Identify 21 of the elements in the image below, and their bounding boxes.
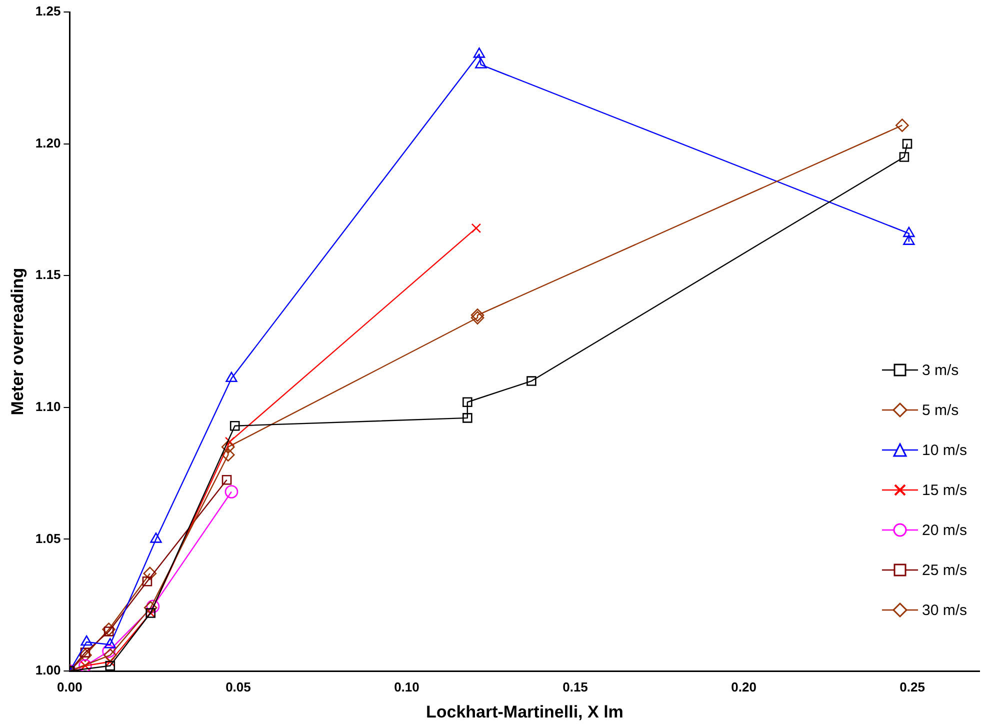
y-tick-label: 1.05 <box>35 530 61 546</box>
legend-label: 15 m/s <box>922 482 967 498</box>
y-tick-label: 1.15 <box>35 267 61 282</box>
legend-label: 25 m/s <box>922 562 967 578</box>
y-axis-title: Meter overreading <box>8 268 27 416</box>
y-tick-label: 1.10 <box>35 398 61 414</box>
x-axis-title: Lockhart-Martinelli, X lm <box>426 702 624 722</box>
legend-label: 3 m/s <box>922 362 959 378</box>
x-tick-label: 0.05 <box>226 679 251 694</box>
x-tick-label: 0.15 <box>562 679 588 694</box>
x-tick-label: 0.10 <box>394 679 420 694</box>
legend-label: 30 m/s <box>922 602 967 618</box>
y-tick-label: 1.00 <box>35 662 61 678</box>
x-tick-label: 0.00 <box>57 679 82 694</box>
x-tick-label: 0.25 <box>900 679 925 694</box>
y-tick-label: 1.20 <box>35 135 61 150</box>
y-tick-label: 1.25 <box>35 4 61 19</box>
legend-label: 10 m/s <box>922 442 967 458</box>
legend-label: 5 m/s <box>922 402 959 418</box>
x-tick-label: 0.20 <box>731 679 756 694</box>
legend-label: 20 m/s <box>922 522 967 538</box>
